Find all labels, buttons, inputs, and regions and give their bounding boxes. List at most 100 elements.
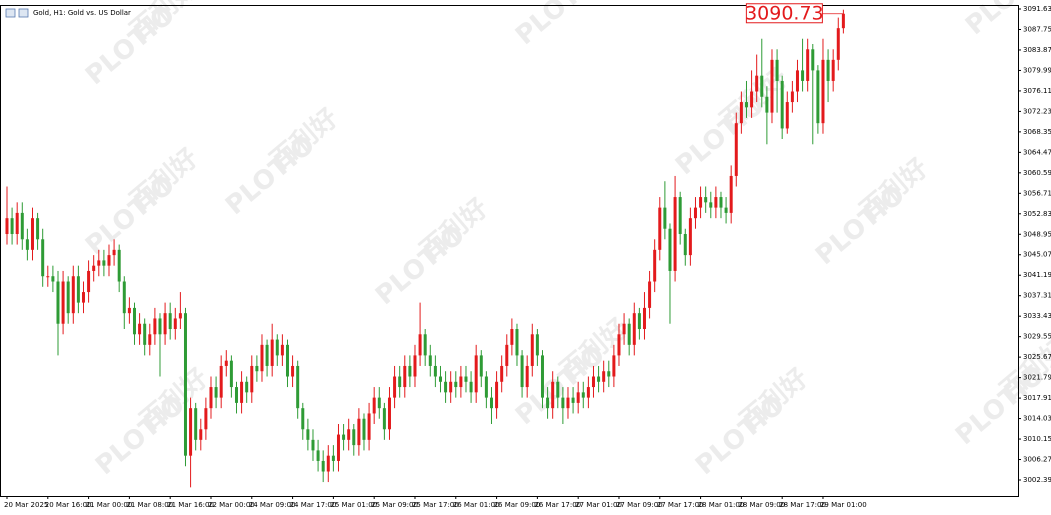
y-tick-label: 3079.99	[1023, 66, 1051, 74]
candle-body	[750, 91, 754, 108]
x-tick-label: 25 Mar 09:00	[371, 501, 418, 509]
candle-body	[41, 239, 45, 277]
candle-body	[270, 339, 274, 366]
candle-body	[153, 318, 157, 335]
candle-body	[342, 434, 346, 440]
candle-body	[81, 292, 85, 303]
candle-body	[484, 376, 488, 398]
candle-body	[535, 334, 539, 356]
x-tick-label: 26 Mar 09:00	[494, 501, 541, 509]
candle-body	[240, 381, 244, 403]
candle-body	[30, 218, 34, 250]
y-tick-label: 3076.11	[1023, 87, 1051, 95]
candle-body	[790, 91, 794, 103]
x-tick-label: 24 Mar 09:00	[249, 501, 296, 509]
candle-body	[780, 80, 784, 129]
y-tick-label: 3087.75	[1023, 25, 1051, 33]
x-tick-label: 25 Mar 01:00	[330, 501, 377, 509]
candle-body	[760, 75, 764, 97]
candle-body	[678, 197, 682, 235]
candle-body	[76, 276, 80, 303]
x-tick-label: 28 Mar 17:00	[779, 501, 826, 509]
candle-body	[275, 339, 279, 356]
candle-body	[418, 334, 422, 356]
candle-body	[178, 313, 182, 319]
candle-body	[61, 281, 65, 324]
candle-body	[464, 376, 468, 382]
candle-body	[87, 270, 91, 293]
candle-body	[316, 450, 320, 461]
candle-body	[71, 276, 75, 314]
candle-body	[112, 249, 116, 256]
candle-body	[444, 381, 448, 393]
x-tick-label: 21 Mar 08:00	[126, 501, 173, 509]
candle-body	[683, 234, 687, 256]
y-tick-label: 3033.43	[1023, 312, 1051, 320]
candle-body	[627, 323, 631, 345]
y-tick-label: 3064.47	[1023, 148, 1051, 156]
y-tick-label: 3021.79	[1023, 374, 1051, 382]
chart-title: Gold, H1: Gold vs. US Dollar	[33, 9, 131, 17]
candle-body	[693, 207, 697, 219]
candle-body	[51, 276, 55, 282]
candle-body	[423, 334, 427, 356]
x-tick-label: 20 Mar 16:00	[45, 501, 92, 509]
y-tick-label: 3017.91	[1023, 394, 1051, 402]
candle-body	[403, 365, 407, 388]
candle-body	[449, 381, 453, 393]
candle-body	[377, 397, 381, 409]
candle-body	[729, 175, 733, 213]
candle-body	[495, 381, 499, 409]
x-tick-label: 28 Mar 01:00	[698, 501, 745, 509]
candle-body	[148, 334, 152, 345]
candle-body	[66, 281, 70, 314]
candle-body	[408, 365, 412, 377]
candle-body	[280, 344, 284, 356]
candle-body	[204, 408, 208, 430]
candle-body	[648, 281, 652, 308]
candle-body	[127, 307, 131, 314]
y-tick-label: 3045.07	[1023, 251, 1051, 259]
icon	[18, 8, 29, 18]
candle-body	[668, 228, 672, 271]
candle-body	[556, 381, 560, 398]
icon	[5, 8, 16, 18]
candle-body	[653, 249, 657, 282]
candle-body	[551, 381, 555, 409]
x-tick-label: 28 Mar 09:00	[738, 501, 785, 509]
candle-body	[719, 197, 723, 208]
candle-body	[214, 387, 218, 398]
candle-body	[321, 460, 325, 472]
candle-body	[489, 397, 493, 409]
candle-body	[398, 376, 402, 388]
candle-body	[821, 59, 825, 124]
y-tick-label: 3060.59	[1023, 169, 1051, 177]
candle-body	[479, 355, 483, 377]
candle-body	[540, 355, 544, 398]
candle-body	[387, 397, 391, 430]
candle-body	[586, 387, 590, 398]
candle-body	[433, 365, 437, 377]
candle-body	[801, 70, 805, 81]
x-tick-label: 20 Mar 2025	[4, 501, 48, 509]
candle-body	[505, 344, 509, 366]
candle-body	[245, 381, 249, 393]
candle-body	[138, 323, 142, 335]
y-tick-label: 3056.71	[1023, 189, 1051, 197]
x-tick-label: 26 Mar 01:00	[453, 501, 500, 509]
candle-body	[311, 439, 315, 451]
y-tick-label: 3006.27	[1023, 456, 1051, 464]
candle-body	[602, 371, 606, 382]
y-tick-label: 3072.23	[1023, 107, 1051, 115]
y-tick-label: 3083.87	[1023, 46, 1051, 54]
candle-body	[255, 365, 259, 372]
candle-body	[566, 397, 570, 409]
y-tick-label: 3041.19	[1023, 271, 1051, 279]
candle-body	[199, 429, 203, 440]
y-tick-label: 3037.31	[1023, 292, 1051, 300]
x-tick-label: 27 Mar 17:00	[657, 501, 704, 509]
candle-body	[520, 355, 524, 388]
candle-body	[326, 455, 330, 472]
candle-body	[714, 197, 718, 208]
